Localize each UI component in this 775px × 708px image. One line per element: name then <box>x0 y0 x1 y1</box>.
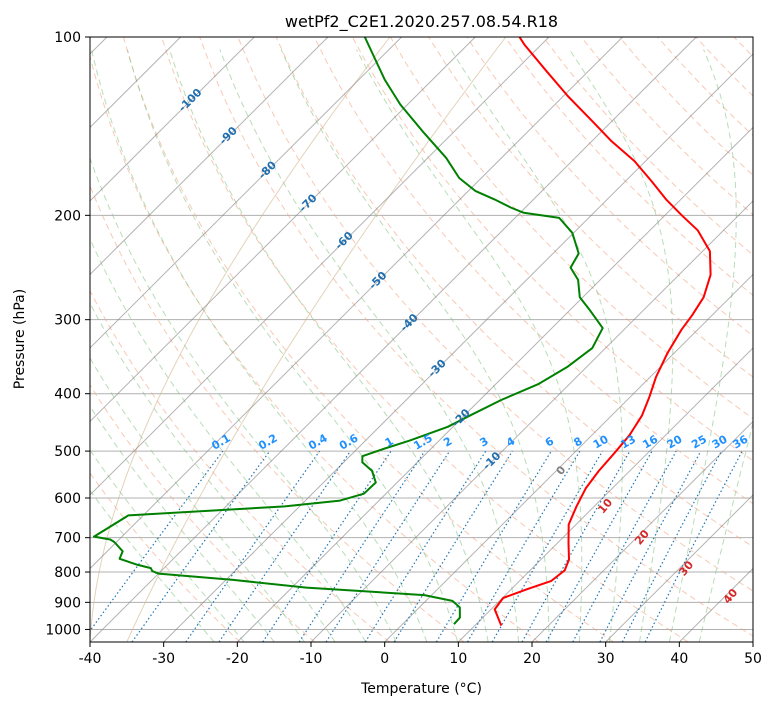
isotherm <box>531 420 753 642</box>
x-axis-label: Temperature (°C) <box>360 681 482 697</box>
y-tick-label: 100 <box>54 30 81 46</box>
temperature-profile <box>493 37 712 626</box>
x-tick-label: 40 <box>670 651 688 667</box>
dry-adiabat <box>389 37 753 420</box>
moist-adiabat <box>90 357 305 642</box>
x-tick-label: -40 <box>79 651 102 667</box>
mixing-ratio-line <box>393 450 513 642</box>
isotherm <box>163 53 753 642</box>
moist-adiabat <box>698 421 753 642</box>
mixing-ratio-line <box>644 450 743 642</box>
dry-adiabat <box>199 37 753 637</box>
mixing-ratio-line <box>90 450 224 632</box>
saturation-curve <box>90 37 391 642</box>
mixing-ratio-line <box>572 450 677 642</box>
dry-adiabat <box>161 37 689 642</box>
moist-adiabat <box>90 405 275 642</box>
saturation-curve <box>126 37 507 642</box>
moist-adiabat <box>91 49 428 642</box>
isotherm <box>90 37 550 496</box>
chart-title: wetPf2_C2E1.2020.257.08.54.R18 <box>285 12 558 32</box>
x-tick-label: 20 <box>523 651 541 667</box>
y-tick-label: 1000 <box>45 622 81 638</box>
y-tick-label: 400 <box>54 387 81 403</box>
isotherm <box>90 37 697 642</box>
mixing-ratio-line <box>298 450 426 642</box>
y-tick-label: 600 <box>54 491 81 507</box>
moist-adiabat <box>90 302 336 642</box>
mixing-ratio-line <box>185 450 321 642</box>
dry-adiabat <box>90 184 465 642</box>
dry-adiabat <box>275 37 753 548</box>
isotherm <box>90 37 255 202</box>
isotherm <box>90 37 402 349</box>
moist-adiabat <box>219 49 520 642</box>
dry-adiabat <box>428 37 753 378</box>
x-tick-label: -10 <box>300 651 323 667</box>
mixing-ratio-line <box>325 450 451 642</box>
dry-adiabat <box>237 37 753 592</box>
isotherm <box>236 126 753 642</box>
y-tick-label: 300 <box>54 313 81 329</box>
dry-adiabat <box>351 37 753 462</box>
dry-adiabat <box>122 37 614 642</box>
isotherm <box>605 494 753 642</box>
x-tick-label: -30 <box>152 651 175 667</box>
moist-adiabat <box>90 156 397 642</box>
y-tick-label: 500 <box>54 444 81 460</box>
isotherm <box>90 37 623 570</box>
y-tick-label: 200 <box>54 208 81 224</box>
y-tick-label: 700 <box>54 531 81 547</box>
x-tick-label: 10 <box>449 651 467 667</box>
x-tick-label: -20 <box>226 651 249 667</box>
dry-adiabat <box>466 37 753 337</box>
plot-frame <box>89 36 754 643</box>
y-axis-label: Pressure (hPa) <box>12 289 28 389</box>
dry-adiabat <box>313 37 753 505</box>
mixing-ratio-line <box>218 450 351 642</box>
y-tick-label: 900 <box>54 595 81 611</box>
dry-adiabat <box>90 54 540 642</box>
isotherm <box>90 37 476 423</box>
mixing-ratio-line <box>364 450 487 642</box>
isotherm <box>457 347 753 642</box>
moist-adiabat <box>356 49 583 642</box>
mixing-ratio-line <box>545 450 653 642</box>
plot-area <box>90 37 753 642</box>
mixing-ratio-line <box>262 450 392 642</box>
moist-adiabat <box>280 49 550 642</box>
isotherm <box>384 273 753 642</box>
y-tick-label: 800 <box>54 565 81 581</box>
dewpoint-profile <box>93 37 604 625</box>
moist-adiabat <box>668 49 737 642</box>
mixing-ratio-line <box>131 450 271 642</box>
x-tick-label: 0 <box>380 651 389 667</box>
moist-adiabat <box>90 449 245 642</box>
moist-adiabat <box>569 49 674 642</box>
dry-adiabat <box>90 472 241 642</box>
isotherm <box>310 200 753 642</box>
dry-adiabat <box>90 383 316 642</box>
mixing-ratio-line <box>521 450 631 642</box>
axis-ticks: -40 -30 -20 -10 0 10 20 30 40 50 100 200 300 400 500 60… <box>45 30 762 667</box>
moist-adiabat <box>90 237 367 642</box>
moist-adiabat <box>90 489 215 642</box>
x-tick-label: 50 <box>744 651 762 667</box>
isotherm <box>90 37 329 276</box>
x-tick-label: 30 <box>597 651 615 667</box>
moist-adiabat <box>169 49 489 642</box>
